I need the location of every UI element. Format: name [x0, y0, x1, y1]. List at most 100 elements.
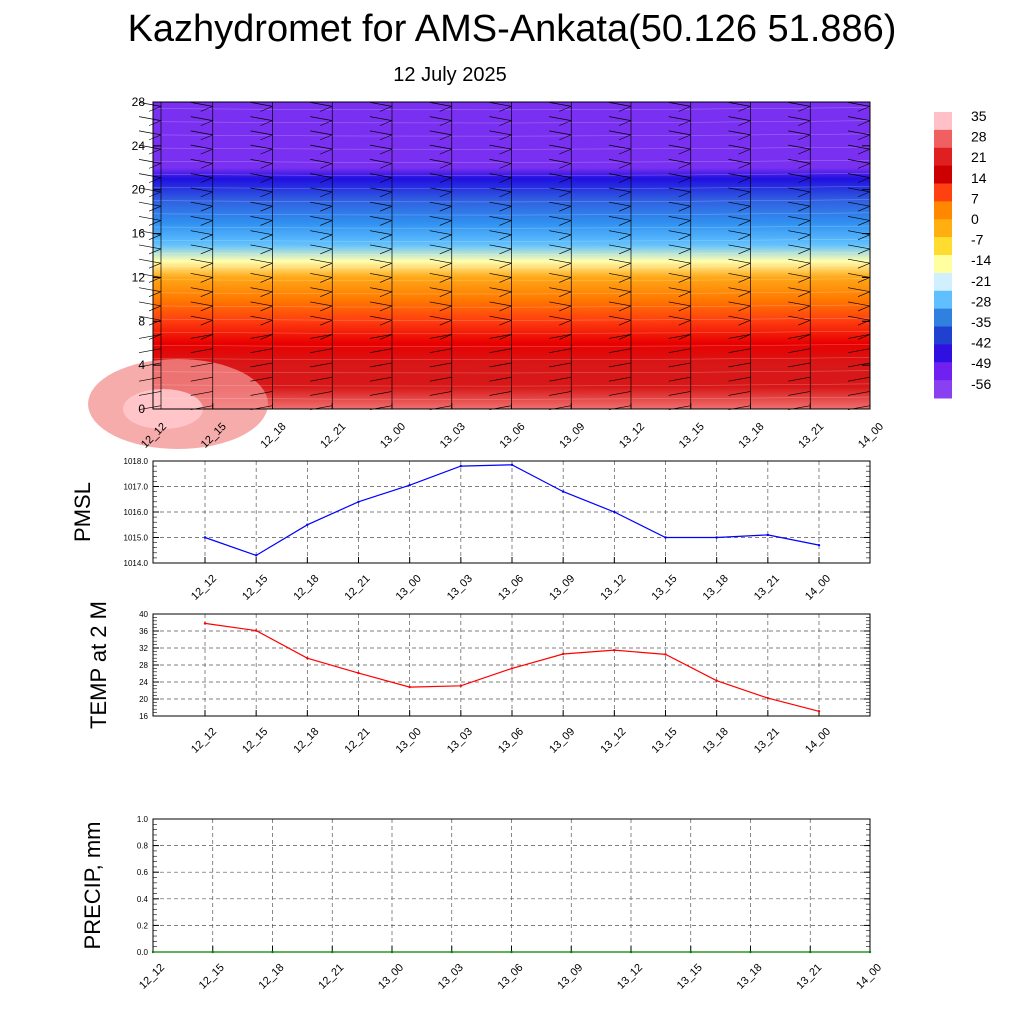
- wind-barb: [788, 187, 811, 193]
- wind-barb-flag: [320, 177, 333, 183]
- wind-barb-flag: [200, 248, 213, 255]
- wind-barb-flag: [439, 248, 452, 255]
- wind-barb-flag: [499, 163, 512, 169]
- wind-barb-flag: [320, 106, 333, 112]
- wind-barb: [250, 273, 273, 278]
- wind-barb-flag: [559, 234, 572, 240]
- wind-barb-flag: [499, 205, 512, 212]
- wind-barb: [310, 362, 333, 368]
- wind-barb-flag: [618, 220, 632, 226]
- wind-barb-flag: [559, 305, 572, 312]
- wind-barb-flag: [260, 277, 273, 283]
- wind-barb: [489, 102, 512, 107]
- x-tick-label: 12_21: [316, 962, 346, 992]
- colorbar-label: 0: [971, 211, 979, 227]
- wind-barb: [847, 201, 871, 207]
- wind-barb: [489, 273, 512, 278]
- y-tick-label: 1017.0: [124, 483, 149, 492]
- wind-barb: [138, 173, 162, 178]
- wind-barb-flag: [439, 305, 452, 312]
- wind-barb: [138, 376, 162, 382]
- wind-barb-flag: [559, 248, 572, 255]
- wind-barb: [250, 130, 273, 136]
- wind-barb: [549, 130, 572, 136]
- wind-barb: [668, 187, 691, 193]
- wind-barb: [489, 159, 512, 164]
- wind-barb: [788, 159, 811, 164]
- wind-barb: [728, 315, 751, 321]
- data-point: [664, 653, 667, 656]
- colorbar-swatch: [934, 219, 952, 238]
- wind-barb-flag: [678, 334, 691, 340]
- wind-barb: [728, 348, 751, 354]
- wind-barb: [429, 159, 452, 164]
- wind-barb: [847, 116, 871, 121]
- wind-barb: [608, 273, 632, 278]
- wind-barb: [138, 201, 162, 207]
- wind-barb-flag: [499, 177, 512, 183]
- x-tick-label: 13_06: [498, 421, 528, 451]
- x-tick-label: 14_00: [854, 962, 884, 992]
- wind-barb-flag: [260, 148, 273, 155]
- wind-barb-flag: [439, 291, 452, 297]
- wind-barb: [429, 144, 452, 150]
- wind-barb: [190, 348, 213, 354]
- data-point: [254, 629, 258, 632]
- wind-barb: [369, 216, 393, 221]
- wind-barb: [847, 315, 871, 321]
- wind-barb: [310, 287, 333, 293]
- wind-barb: [190, 216, 213, 221]
- wind-barb-flag: [738, 334, 751, 340]
- data-point: [408, 484, 411, 487]
- wind-barb: [138, 187, 162, 193]
- wind-barb: [847, 334, 871, 339]
- wind-barb-flag: [618, 106, 632, 112]
- wind-barb-flag: [798, 177, 811, 183]
- data-point: [254, 554, 258, 557]
- wind-barb: [788, 391, 811, 396]
- wind-barb-flag: [678, 262, 691, 269]
- wind-barb: [429, 348, 452, 354]
- wind-barb: [847, 187, 871, 193]
- wind-barb: [190, 273, 213, 278]
- wind-barb: [728, 230, 751, 236]
- wind-barb: [608, 244, 632, 250]
- data-point: [450, 950, 453, 954]
- wind-barb-flag: [618, 262, 632, 269]
- wind-barb: [190, 102, 213, 107]
- wind-barb: [608, 116, 632, 121]
- wind-barb: [549, 201, 572, 207]
- wind-barb-flag: [260, 120, 273, 126]
- data-point: [689, 950, 692, 954]
- wind-barb-flag: [200, 191, 213, 198]
- x-tick-label: 12_21: [343, 726, 373, 756]
- wind-barb: [369, 159, 393, 164]
- wind-barb: [608, 144, 632, 150]
- wind-barb: [190, 334, 213, 339]
- colorbar-label: -49: [971, 355, 991, 371]
- wind-barb: [190, 159, 213, 164]
- wind-barb-flag: [857, 106, 871, 112]
- wind-barb: [250, 376, 273, 382]
- wind-barb: [190, 173, 213, 178]
- wind-barb: [369, 144, 393, 150]
- wind-barb: [847, 173, 871, 178]
- wind-barb: [549, 159, 572, 164]
- wind-barb-flag: [857, 148, 871, 155]
- wind-barb-flag: [678, 148, 691, 155]
- wind-barb: [369, 273, 393, 278]
- wind-barb-flag: [148, 305, 162, 312]
- x-tick-label: 13_15: [677, 421, 707, 451]
- wind-barb-flag: [200, 220, 213, 226]
- wind-barb: [788, 201, 811, 207]
- data-point: [211, 950, 214, 954]
- x-tick-label: 13_09: [555, 962, 585, 992]
- wind-barb-flag: [379, 248, 393, 255]
- wind-barb: [608, 216, 632, 221]
- wind-barb: [847, 102, 871, 107]
- wind-barb: [138, 273, 162, 278]
- wind-barb: [190, 391, 213, 396]
- wind-barb: [668, 376, 691, 382]
- wind-barb-flag: [678, 120, 691, 126]
- y-tick-label: 1016.0: [124, 508, 149, 517]
